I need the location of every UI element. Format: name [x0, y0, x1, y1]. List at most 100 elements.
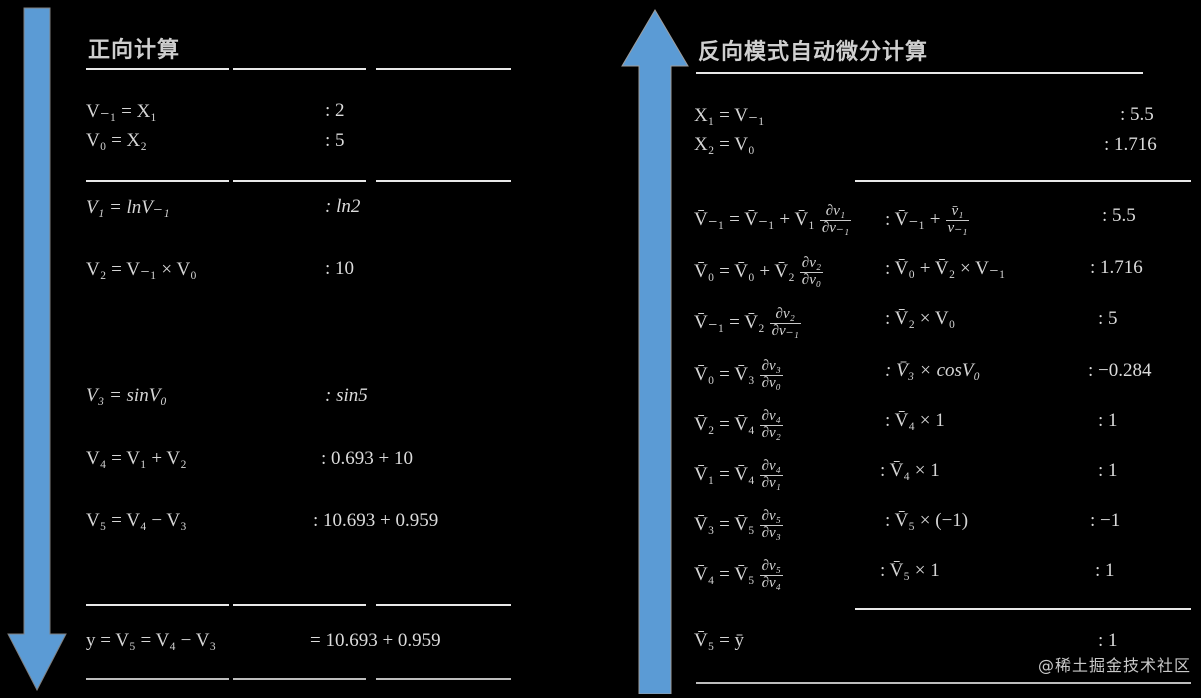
rule-close-seg3 — [376, 678, 511, 680]
row-expr: V₂ = V₋₁ × V₀ — [86, 259, 197, 280]
row-lhs: V̄₂ = V̄₄ — [694, 413, 755, 435]
row-value: : 5 — [325, 130, 345, 151]
row-mid: : V̄₄ × 1 — [885, 410, 945, 431]
row-expr: X₂ = V₀ — [694, 134, 755, 155]
result-expr: V̄₅ = ȳ — [694, 630, 745, 651]
forward-arrow — [6, 4, 68, 694]
partial-derivative-fraction: ∂v₅ ∂v₃ — [759, 508, 783, 542]
table-row: V₃ = sinV₀ — [86, 385, 167, 407]
frac-numerator: ∂v₁ — [825, 203, 846, 219]
row-expr: V₀ = X₂ — [86, 130, 147, 151]
frac-denominator: ∂v₂ — [759, 424, 783, 441]
reverse-computation-panel: 反向模式自动微分计算 X₁ = V₋₁ : 5.5 X₂ = V₀ : 1.71… — [690, 0, 1195, 698]
frac-denominator: v₋₁ — [945, 219, 970, 236]
table-row: V̄₁ = V̄₄ ∂v₄ ∂v₁ — [694, 458, 784, 493]
result-value: = 10.693 + 0.959 — [310, 630, 441, 651]
row-lhs: V̄₋₁ = V̄₂ — [694, 311, 765, 333]
frac-numerator: ∂v₄ — [761, 408, 781, 424]
table-row: X₂ = V₀ — [694, 134, 755, 156]
reverse-result-row: V̄₅ = ȳ — [694, 630, 744, 652]
partial-derivative-fraction: ∂v₃ ∂v₀ — [759, 358, 783, 392]
table-row: V̄₋₁ = V̄₂ ∂v₂ ∂v₋₁ — [694, 306, 802, 341]
rule-top-seg2 — [233, 68, 366, 70]
row-mid: : V̄₅ × (−1) — [885, 510, 969, 531]
partial-derivative-fraction: ∂v₄ ∂v₁ — [759, 458, 783, 492]
table-row: V̄₄ = V̄₅ ∂v₅ ∂v₄ — [694, 558, 784, 593]
table-row: V̄₀ = V̄₀ + V̄₂ ∂v₂ ∂v₀ — [694, 255, 824, 290]
row-lhs: V̄₃ = V̄₅ — [694, 513, 755, 535]
result-value: : 1 — [1098, 630, 1118, 651]
rule-bottom-seg1 — [86, 604, 229, 606]
frac-numerator: ∂v₃ — [761, 358, 781, 374]
rule-top-seg1 — [86, 68, 229, 70]
partial-derivative-fraction: ∂v₄ ∂v₂ — [759, 408, 783, 442]
row-mid: : V̄₋₁ + v̄₁ v₋₁ — [885, 203, 970, 236]
forward-result-row: y = V₅ = V₄ − V₃ — [86, 630, 216, 652]
table-row: V₄ = V₁ + V₂ — [86, 448, 187, 470]
row-lhs: V̄₁ = V̄₄ — [694, 463, 755, 485]
rule-close-seg1 — [86, 678, 229, 680]
result-expr: y = V₅ = V₄ − V₃ — [86, 630, 217, 651]
frac-numerator: v̄₁ — [951, 203, 964, 219]
row-lhs: V̄₋₁ = V̄₋₁ + V̄₁ — [694, 208, 815, 230]
row-value: : −1 — [1090, 510, 1121, 531]
row-value: : sin5 — [325, 385, 368, 406]
row-lhs: V̄₄ = V̄₅ — [694, 563, 755, 585]
row-value: : 10.693 + 0.959 — [313, 510, 439, 531]
row-value: : 1.716 — [1090, 257, 1143, 278]
frac-numerator: ∂v₂ — [775, 306, 795, 322]
reverse-arrow — [620, 4, 690, 694]
partial-derivative-fraction: ∂v₁ ∂v₋₁ — [819, 203, 852, 237]
frac-numerator: ∂v₅ — [761, 508, 781, 524]
row-expr: V₄ = V₁ + V₂ — [86, 448, 187, 469]
row-value: : 1 — [1098, 410, 1118, 431]
table-row: X₁ = V₋₁ — [694, 104, 765, 127]
rule-top-seg3 — [376, 68, 511, 70]
rule-right-close — [696, 682, 1191, 684]
row-value: : 1.716 — [1104, 134, 1157, 155]
table-row: V̄₃ = V̄₅ ∂v₅ ∂v₃ — [694, 508, 784, 543]
frac-numerator: ∂v₂ — [801, 255, 822, 271]
rule-mid-seg2 — [233, 180, 366, 182]
row-value: : 5 — [1098, 308, 1118, 329]
table-row: V₂ = V₋₁ × V₀ — [86, 258, 197, 281]
row-expr: V₁ = lnV₋₁ — [86, 197, 170, 218]
rule-bottom-seg2 — [233, 604, 366, 606]
row-expr: V₅ = V₄ − V₃ — [86, 510, 187, 531]
rule-right-top — [696, 72, 1143, 74]
row-mid: : V̄₅ × 1 — [880, 560, 940, 581]
frac-denominator: ∂v₀ — [759, 374, 783, 391]
rule-close-seg2 — [233, 678, 366, 680]
partial-derivative-fraction: ∂v₅ ∂v₄ — [759, 558, 783, 592]
row-lhs: V̄₀ = V̄₃ — [694, 363, 755, 385]
rule-right-mid — [855, 180, 1191, 182]
frac-denominator: ∂v₋₁ — [819, 219, 852, 236]
table-row: V₁ = lnV₋₁ — [86, 196, 170, 219]
frac-denominator: ∂v₁ — [759, 474, 783, 491]
frac-numerator: ∂v₅ — [761, 558, 781, 574]
row-expr: V₃ = sinV₀ — [86, 385, 167, 406]
row-mid: : V̄₃ × cosV₀ — [885, 360, 981, 381]
partial-derivative-fraction: ∂v₂ ∂v₋₁ — [769, 306, 801, 340]
row-mid: : V̄₂ × V₀ — [885, 308, 956, 329]
rule-bottom-seg3 — [376, 604, 511, 606]
row-lhs: V̄₀ = V̄₀ + V̄₂ — [694, 260, 795, 282]
row-value: : 1 — [1098, 460, 1118, 481]
partial-derivative-fraction: ∂v₂ ∂v₀ — [799, 255, 824, 289]
frac-denominator: ∂v₃ — [759, 524, 783, 541]
row-value: : 5.5 — [1120, 104, 1154, 125]
frac-denominator: ∂v₋₁ — [769, 322, 801, 339]
reverse-panel-title: 反向模式自动微分计算 — [698, 40, 929, 65]
table-row: V₅ = V₄ − V₃ — [86, 510, 187, 532]
row-expr: X₁ = V₋₁ — [694, 105, 765, 126]
row-value: : ln2 — [325, 196, 361, 217]
row-value: : 0.693 + 10 — [321, 448, 413, 469]
watermark: @稀土掘金技术社区 — [1037, 656, 1191, 675]
row-value: : 2 — [325, 100, 345, 121]
table-row: V₀ = X₂ — [86, 130, 147, 152]
row-value: : 5.5 — [1102, 205, 1136, 226]
forward-panel-title: 正向计算 — [88, 38, 181, 63]
table-row: V̄₋₁ = V̄₋₁ + V̄₁ ∂v₁ ∂v₋₁ — [694, 203, 852, 238]
row-value: : −0.284 — [1088, 360, 1152, 381]
